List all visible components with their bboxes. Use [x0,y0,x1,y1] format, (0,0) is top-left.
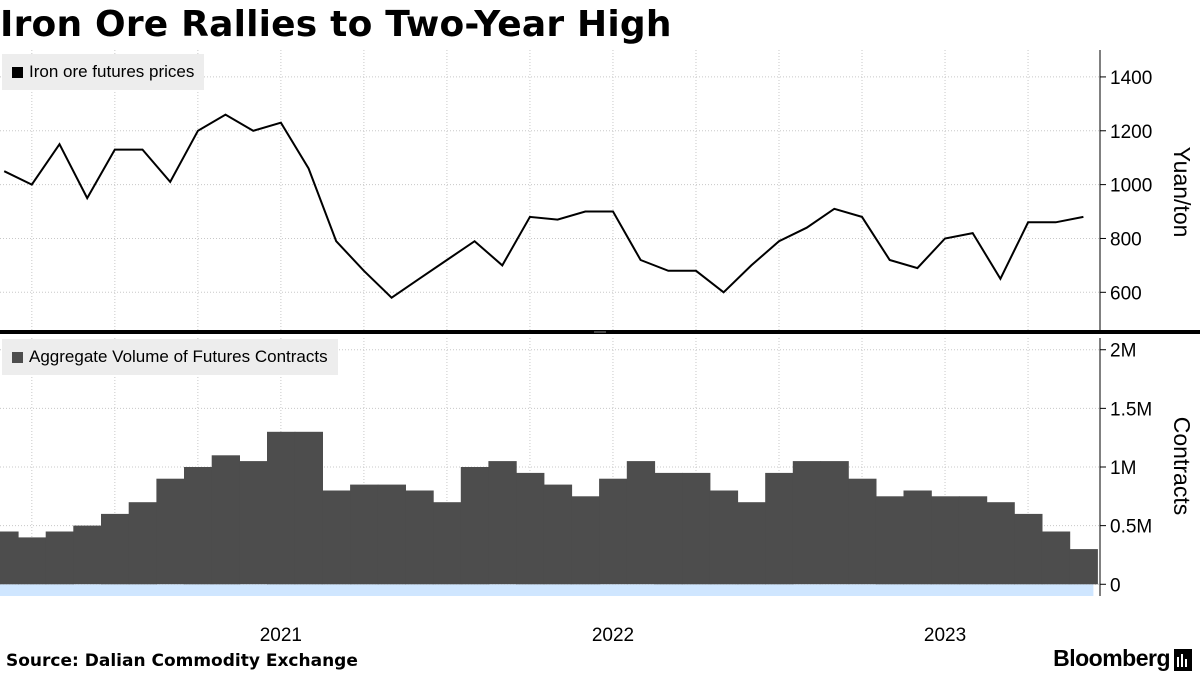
volume-y-tick-label: 0 [1110,575,1121,596]
volume-bar [405,490,434,585]
volume-bar [709,490,739,585]
volume-bar [1014,513,1043,585]
price-series-line [3,113,1084,299]
price-gridlines [0,76,1100,293]
bloomberg-terminal-icon [1174,648,1192,671]
volume-bar [986,502,1015,585]
volume-bar [737,502,766,585]
price-y-tick-label: 800 [1110,229,1142,250]
price-y-axis-label: Yuan/ton [1169,147,1195,238]
volume-bar [516,472,545,585]
volume-bar [1069,549,1098,585]
volume-bars [0,431,1098,585]
volume-bar [599,478,628,585]
volume-y-ticks: 0 0.5M 1M 1.5M 2M [1100,341,1152,596]
volume-bar [1041,531,1071,585]
volume-bar [543,484,573,585]
volume-bar [903,490,932,585]
x-tick-label: 2023 [924,625,966,646]
volume-bar [294,431,323,585]
price-legend-swatch [12,67,23,78]
volume-bar [488,461,517,585]
volume-bar [156,478,185,585]
source-note: Source: Dalian Commodity Exchange [6,651,358,671]
volume-bar [128,502,157,585]
volume-bar [765,472,794,585]
volume-bar [626,461,656,585]
volume-bar [0,531,19,585]
volume-bar [101,513,130,585]
volume-y-tick-label: 0.5M [1110,517,1152,538]
volume-bar [931,496,960,585]
x-tick-label: 2021 [260,625,302,646]
volume-bar [571,496,600,585]
volume-legend-swatch [12,352,23,363]
brand-name: Bloomberg [1053,645,1170,671]
volume-y-axis-label: Contracts [1169,417,1195,515]
price-y-tick-label: 1200 [1110,122,1152,143]
volume-bar [433,502,462,585]
volume-bar [377,484,406,585]
volume-bar [792,461,822,585]
volume-bar [654,472,683,585]
volume-bar [211,455,240,585]
price-y-tick-label: 1000 [1110,176,1152,197]
volume-y-tick-label: 2M [1110,341,1136,362]
volume-bar [73,525,102,585]
volume-bar [958,496,988,585]
x-ticks: 2021 2022 2023 [260,625,966,646]
volume-bar [460,467,490,585]
x-tick-label: 2022 [592,625,634,646]
volume-bar [322,490,351,585]
bloomberg-logo: Bloomberg [1053,645,1192,672]
volume-bar [682,472,711,585]
volume-bar [350,484,379,585]
volume-bar [45,531,74,585]
price-y-tick-label: 1400 [1110,68,1152,89]
volume-bar [820,461,849,585]
volume-y-tick-label: 1.5M [1110,399,1152,420]
volume-y-tick-label: 1M [1110,458,1136,479]
volume-bar [184,467,213,585]
volume-bar [18,537,47,585]
price-y-ticks: 600 800 1000 1200 1400 [1100,68,1152,304]
volume-bar [267,431,296,585]
volume-bar [239,461,268,585]
volume-legend: Aggregate Volume of Futures Contracts [2,339,338,375]
volume-baseline-band [0,584,1094,596]
price-legend-label: Iron ore futures prices [29,62,195,81]
volume-legend-label: Aggregate Volume of Futures Contracts [29,347,328,366]
chart-title: Iron Ore Rallies to Two-Year High [0,4,672,45]
price-legend: Iron ore futures prices [2,54,205,90]
volume-bar [848,478,877,585]
price-y-tick-label: 600 [1110,283,1142,304]
volume-bar [875,496,905,585]
